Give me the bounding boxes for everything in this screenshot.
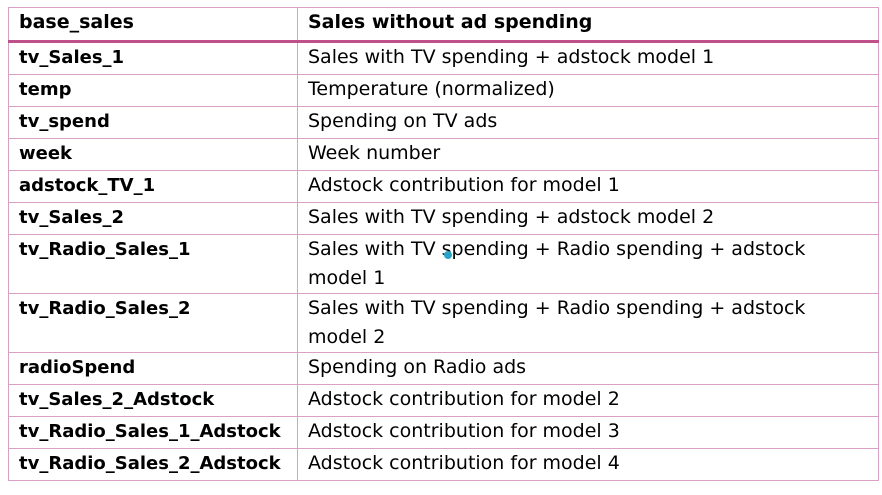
variable-description-cell: Sales with TV spending + adstock model 2: [297, 202, 879, 235]
table-row: tv_Radio_Sales_1_Adstock Adstock contrib…: [8, 416, 879, 449]
variable-description-cell: Adstock contribution for model 1: [297, 170, 879, 203]
table-row: tv_Radio_Sales_2_Adstock Adstock contrib…: [8, 448, 879, 481]
table-row: week Week number: [8, 138, 879, 171]
table-row: tv_spend Spending on TV ads: [8, 106, 879, 139]
variable-name-cell: week: [8, 138, 298, 171]
variable-description-cell: Sales with TV spending + Radio spending …: [297, 293, 879, 353]
variable-name-cell: tv_Sales_2_Adstock: [8, 384, 298, 417]
variable-name-cell: base_sales: [8, 7, 298, 43]
variable-description-cell: Adstock contribution for model 3: [297, 416, 879, 449]
variable-description-cell: Adstock contribution for model 4: [297, 448, 879, 481]
variable-name-cell: tv_Radio_Sales_2: [8, 293, 298, 353]
table-row: tv_Radio_Sales_2 Sales with TV spending …: [8, 293, 879, 353]
table-row: temp Temperature (normalized): [8, 74, 879, 107]
variable-name-cell: radioSpend: [8, 352, 298, 385]
variable-name-cell: tv_Radio_Sales_2_Adstock: [8, 448, 298, 481]
cursor-indicator-dot: [444, 251, 452, 259]
variable-name-cell: temp: [8, 74, 298, 107]
variable-name-cell: tv_Sales_1: [8, 41, 298, 75]
variable-description-cell: Sales with TV spending + adstock model 1: [297, 41, 879, 75]
table-row: radioSpend Spending on Radio ads: [8, 352, 879, 385]
variable-description-cell: Week number: [297, 138, 879, 171]
variable-name-cell: adstock_TV_1: [8, 170, 298, 203]
variable-description-cell: Sales without ad spending: [297, 7, 879, 43]
variable-name-cell: tv_spend: [8, 106, 298, 139]
table-row: adstock_TV_1 Adstock contribution for mo…: [8, 170, 879, 203]
table-row: tv_Radio_Sales_1 Sales with TV spending …: [8, 234, 879, 294]
table-row: tv_Sales_2_Adstock Adstock contribution …: [8, 384, 879, 417]
variable-description-cell: Sales with TV spending + Radio spending …: [297, 234, 879, 294]
variable-description-cell: Temperature (normalized): [297, 74, 879, 107]
variable-description-cell: Spending on TV ads: [297, 106, 879, 139]
variable-description-cell: Spending on Radio ads: [297, 352, 879, 385]
table-header-row: base_sales Sales without ad spending: [8, 7, 879, 43]
variable-name-cell: tv_Sales_2: [8, 202, 298, 235]
variable-name-cell: tv_Radio_Sales_1_Adstock: [8, 416, 298, 449]
variable-name-cell: tv_Radio_Sales_1: [8, 234, 298, 294]
variable-definitions-table: base_sales Sales without ad spending tv_…: [8, 7, 879, 481]
variable-description-cell: Adstock contribution for model 2: [297, 384, 879, 417]
table-row: tv_Sales_1 Sales with TV spending + adst…: [8, 41, 879, 75]
table-row: tv_Sales_2 Sales with TV spending + adst…: [8, 202, 879, 235]
